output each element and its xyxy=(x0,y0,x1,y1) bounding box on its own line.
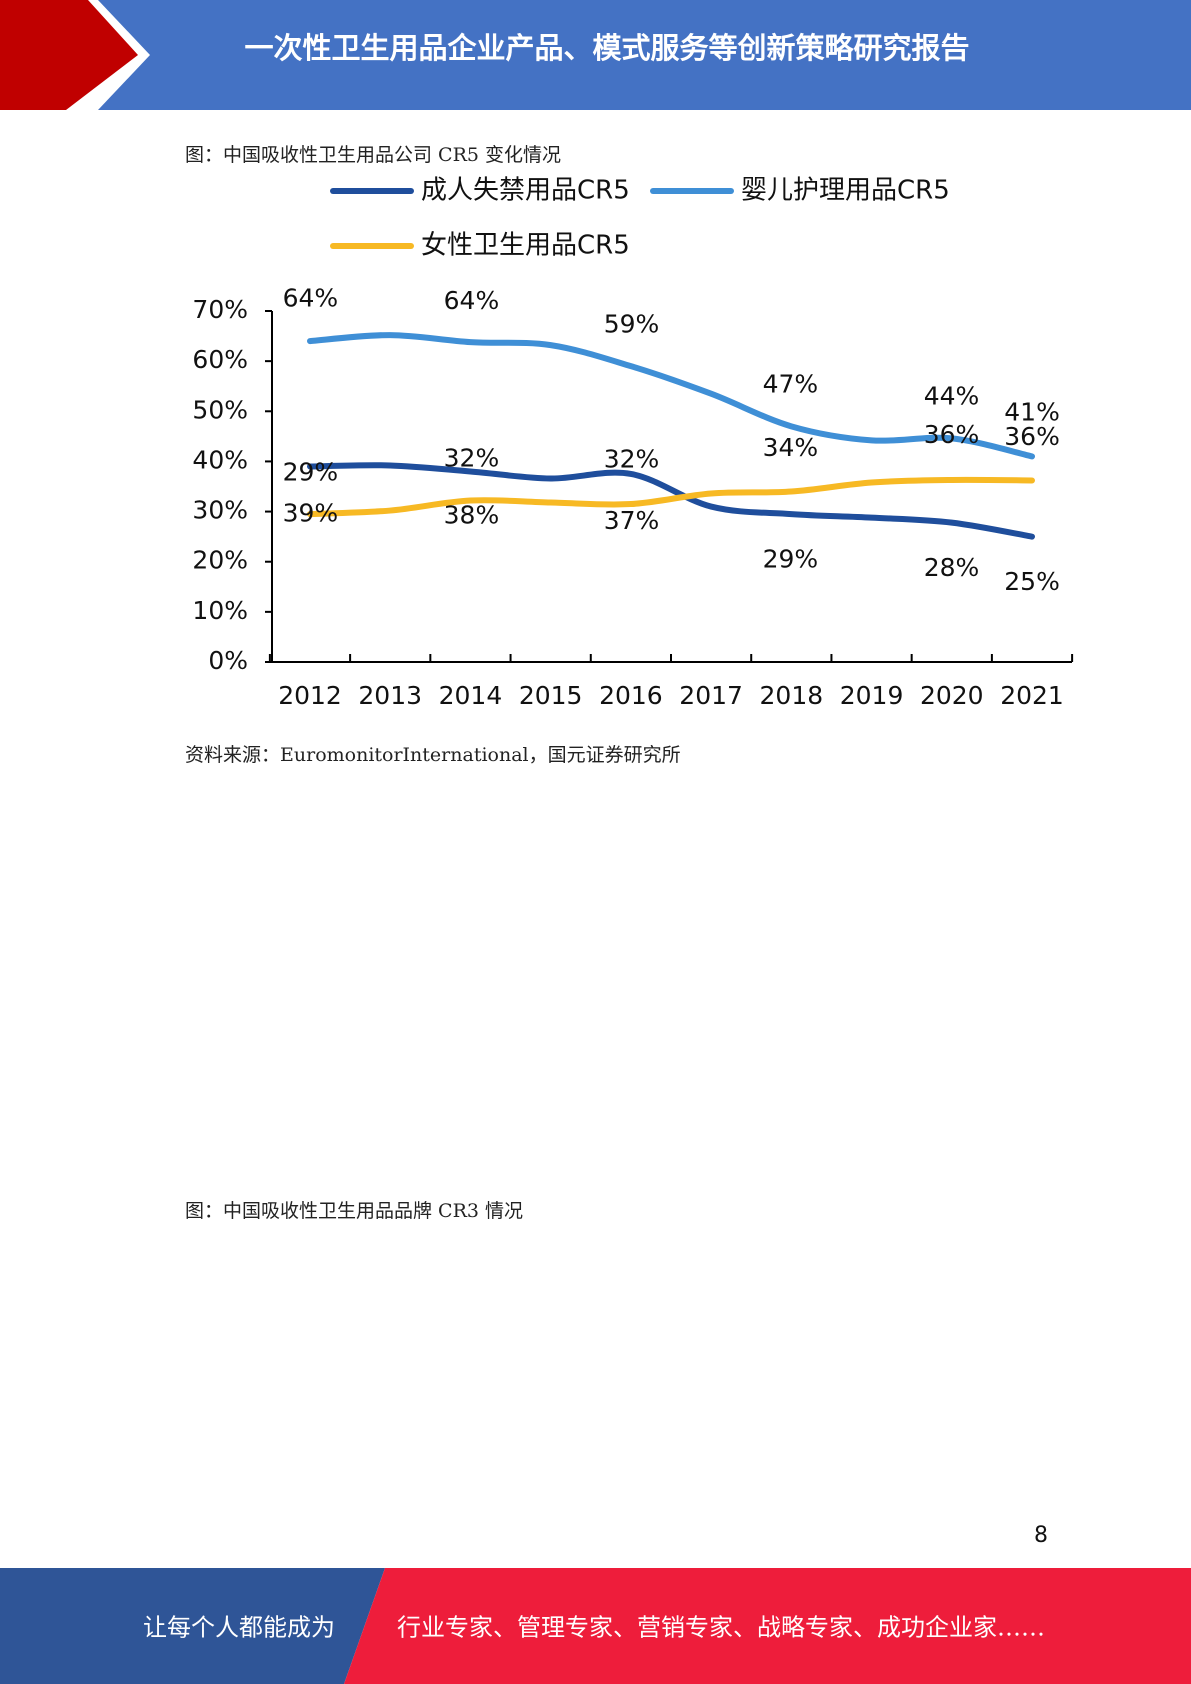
x-tick-label: 2015 xyxy=(519,681,583,710)
x-tick-label: 2016 xyxy=(599,681,663,710)
data-label: 47% xyxy=(763,370,819,399)
series-line xyxy=(307,332,1035,460)
y-tick-label: 50% xyxy=(192,395,248,424)
figure-caption: 图：中国吸收性卫生用品品牌 CR3 情况 xyxy=(185,1200,524,1222)
data-label: 59% xyxy=(604,309,660,338)
header-title: 一次性卫生用品企业产品、模式服务等创新策略研究报告 xyxy=(244,31,969,65)
data-label: 29% xyxy=(283,458,339,487)
figure-source: 资料来源：EuromonitorInternational，国元证券研究所 xyxy=(185,744,681,766)
y-tick-label: 10% xyxy=(192,596,248,625)
chart: 0% 10% 20% 30% 40% 50% 60% 70% 2012 2013 2014 2015 2… xyxy=(192,176,1074,710)
legend-label: 女性卫生用品CR5 xyxy=(421,231,630,261)
data-label: 39% xyxy=(283,498,339,527)
x-tick-label: 2013 xyxy=(358,681,422,710)
y-tick-label: 40% xyxy=(192,445,248,474)
data-label: 64% xyxy=(283,284,339,313)
x-tick-label: 2021 xyxy=(1000,681,1064,710)
data-label: 36% xyxy=(1004,422,1060,451)
data-label: 29% xyxy=(763,545,819,574)
data-label: 64% xyxy=(444,286,500,315)
data-label: 32% xyxy=(444,444,500,473)
header-bar xyxy=(0,0,1191,110)
data-label: 25% xyxy=(1004,567,1060,596)
x-tick-label: 2012 xyxy=(278,681,342,710)
x-tick-label: 2017 xyxy=(679,681,743,710)
y-tick-label: 0% xyxy=(208,646,248,675)
footer-right xyxy=(344,1568,1191,1684)
y-tick-label: 60% xyxy=(192,345,248,374)
data-label: 44% xyxy=(924,381,980,410)
data-label: 32% xyxy=(604,445,660,474)
data-label: 38% xyxy=(444,501,500,530)
figure-caption: 图：中国吸收性卫生用品公司 CR5 变化情况 xyxy=(185,144,562,166)
data-label: 28% xyxy=(924,553,980,582)
y-tick-label: 20% xyxy=(192,546,248,575)
legend-label: 婴儿护理用品CR5 xyxy=(741,176,950,206)
data-label: 34% xyxy=(763,433,819,462)
series-line xyxy=(307,476,1035,518)
x-tick-label: 2020 xyxy=(920,681,984,710)
x-tick-label: 2014 xyxy=(439,681,503,710)
footer-right-text: 行业专家、管理专家、营销专家、战略专家、成功企业家…… xyxy=(397,1614,1045,1642)
data-label: 41% xyxy=(1004,397,1060,426)
y-tick-label: 30% xyxy=(192,496,248,525)
series-line xyxy=(307,462,1035,540)
header-chevron xyxy=(0,0,138,110)
page-number: 8 xyxy=(1034,1523,1048,1548)
data-label: 37% xyxy=(604,506,660,535)
footer-left xyxy=(0,1568,385,1684)
y-tick-label: 70% xyxy=(192,295,248,324)
x-tick-label: 2018 xyxy=(760,681,824,710)
legend-label: 成人失禁用品CR5 xyxy=(421,176,630,206)
data-label: 36% xyxy=(924,420,980,449)
x-tick-label: 2019 xyxy=(840,681,904,710)
footer-left-text: 让每个人都能成为 xyxy=(143,1614,335,1642)
